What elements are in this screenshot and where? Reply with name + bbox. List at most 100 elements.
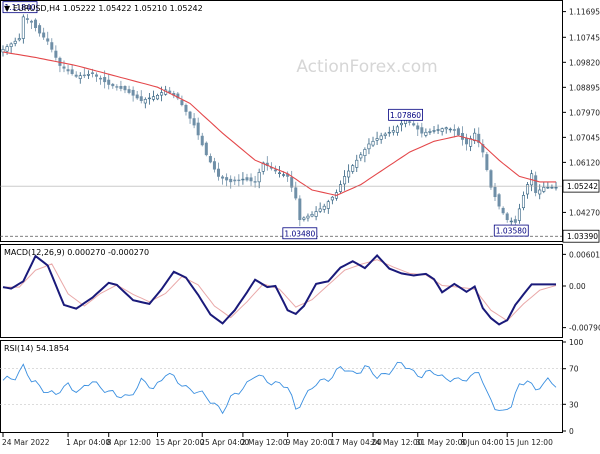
candle xyxy=(395,124,399,136)
candle xyxy=(469,135,473,152)
candle-body xyxy=(363,149,367,156)
candle-body xyxy=(359,154,363,159)
time-tick-label: 15 Apr 20:00 xyxy=(156,438,205,447)
candle xyxy=(375,131,379,145)
candle xyxy=(452,124,456,138)
candle xyxy=(233,176,237,185)
candle-body xyxy=(5,46,9,52)
candle xyxy=(509,217,513,225)
candle-body xyxy=(135,94,139,99)
candle-body xyxy=(95,74,99,77)
candle xyxy=(351,164,355,174)
candle xyxy=(428,128,432,135)
candle xyxy=(306,213,310,222)
candle-body xyxy=(54,50,58,58)
rsi-tick-label: 70 xyxy=(569,365,579,374)
candle-body xyxy=(38,25,42,34)
candle-body xyxy=(489,170,493,188)
candle-body xyxy=(217,168,221,177)
candle xyxy=(465,133,469,151)
candle xyxy=(135,91,139,100)
candle-body xyxy=(225,177,229,181)
candle xyxy=(13,37,17,47)
price-annotation-box xyxy=(493,224,529,237)
candle-body xyxy=(277,172,281,174)
candle-body xyxy=(505,213,509,221)
candle xyxy=(485,151,489,172)
candle-body xyxy=(17,38,21,41)
candle-body xyxy=(123,86,127,91)
candle xyxy=(9,42,13,53)
rsi-line xyxy=(2,361,557,415)
candle xyxy=(355,154,359,172)
candle-body xyxy=(143,99,147,104)
candle xyxy=(17,33,21,42)
candle xyxy=(50,38,54,53)
candle-body xyxy=(428,131,432,133)
candle-body xyxy=(196,122,200,136)
candle-body xyxy=(127,89,131,93)
candle-body xyxy=(107,79,111,85)
candle xyxy=(440,127,444,136)
candle-body xyxy=(477,133,481,143)
candle-body xyxy=(318,208,322,212)
candle-body xyxy=(444,127,448,130)
candle-body xyxy=(432,130,436,132)
candle xyxy=(217,162,221,181)
candle-body xyxy=(387,131,391,134)
candle xyxy=(530,169,534,192)
candle xyxy=(70,64,74,76)
candle-body xyxy=(192,118,196,126)
candle xyxy=(245,173,249,182)
candle xyxy=(330,195,334,205)
candle-body xyxy=(538,189,542,195)
candle xyxy=(42,27,46,40)
candle-body xyxy=(99,77,103,80)
candle xyxy=(391,125,395,136)
candle xyxy=(229,175,233,189)
candle xyxy=(131,86,135,102)
candle-body xyxy=(424,131,428,136)
candle-body xyxy=(546,186,550,189)
candle-body xyxy=(204,142,208,156)
candle xyxy=(78,72,82,84)
macd-axis: 0.006012 0.00 -0.007907 xyxy=(562,250,600,333)
candle-body xyxy=(34,19,38,28)
candle-body xyxy=(168,90,172,93)
price-tick-label: 1.06120 xyxy=(569,158,600,167)
candle-body xyxy=(261,162,265,172)
candle-body xyxy=(229,178,233,183)
price-panel-frame xyxy=(0,0,563,242)
candle-body xyxy=(391,130,395,133)
candle xyxy=(62,60,66,73)
candle-body xyxy=(465,137,469,145)
time-tick-label: 8 Jun 04:00 xyxy=(460,438,503,447)
candle-body xyxy=(440,128,444,132)
candle-body xyxy=(74,74,78,77)
candle xyxy=(277,166,281,178)
candle xyxy=(200,132,204,147)
candle xyxy=(436,124,440,135)
candle-body xyxy=(111,83,115,87)
candle xyxy=(192,113,196,129)
candle-body xyxy=(383,133,387,136)
candle-body xyxy=(160,92,164,96)
candle-body xyxy=(550,186,554,189)
candle xyxy=(383,132,387,139)
candle xyxy=(82,68,86,79)
candle-body xyxy=(456,128,460,136)
candle xyxy=(432,125,436,134)
candle-body xyxy=(29,20,33,23)
candle xyxy=(322,203,326,213)
candle-body xyxy=(367,143,371,150)
moving-average-line xyxy=(2,51,556,196)
price-annotation-label: 1.03580 xyxy=(496,227,527,236)
candle xyxy=(489,169,493,190)
candle xyxy=(115,84,119,91)
candle xyxy=(86,70,90,80)
candle xyxy=(550,184,554,189)
candle xyxy=(225,173,229,187)
candle xyxy=(420,122,424,138)
candle xyxy=(444,126,448,134)
candle xyxy=(546,181,550,189)
